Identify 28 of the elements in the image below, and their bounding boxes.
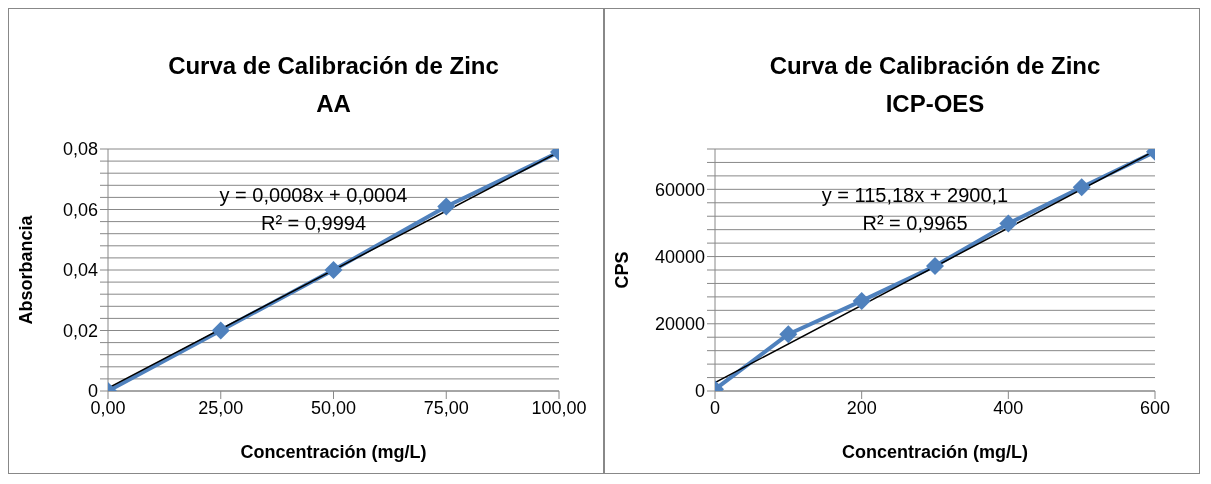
annotation: R² = 0,9994 xyxy=(259,211,368,236)
y-axis-title: Absorbancia xyxy=(16,214,37,325)
y-tick-label: 40000 xyxy=(654,246,705,267)
x-tick-label: 400 xyxy=(993,397,1024,418)
y-tick-label: 0,02 xyxy=(62,320,98,341)
x-tick-label: 75,00 xyxy=(423,397,469,418)
annotation: y = 115,18x + 2900,1 xyxy=(820,183,1010,208)
y-tick-label: 0,06 xyxy=(62,199,98,220)
y-tick-label: 0 xyxy=(694,381,705,402)
chart-subtitle: AA xyxy=(315,89,352,119)
x-tick-label: 25,00 xyxy=(198,397,244,418)
annotation: R² = 0,9965 xyxy=(861,211,969,236)
y-tick-label: 0,04 xyxy=(62,260,98,281)
y-tick-label: 0,08 xyxy=(62,139,98,160)
y-tick-label: 20000 xyxy=(654,314,705,335)
y-axis-title: CPS xyxy=(612,251,633,289)
x-axis-title: Concentración (mg/L) xyxy=(841,442,1029,462)
chart-title: Curva de Calibración de Zinc xyxy=(167,51,500,81)
x-tick-label: 600 xyxy=(1139,397,1171,418)
annotation: y = 0,0008x + 0,0004 xyxy=(218,183,409,208)
x-tick-label: 200 xyxy=(846,397,877,418)
x-tick-label: 0 xyxy=(709,397,721,418)
x-tick-label: 50,00 xyxy=(310,397,357,418)
chart-title: Curva de Calibración de Zinc xyxy=(768,51,1102,81)
chart-subtitle: ICP-OES xyxy=(884,89,986,119)
y-tick-label: 60000 xyxy=(654,179,705,200)
x-tick-label: 100,00 xyxy=(531,397,587,418)
x-axis-title: Concentración (mg/L) xyxy=(240,442,427,462)
